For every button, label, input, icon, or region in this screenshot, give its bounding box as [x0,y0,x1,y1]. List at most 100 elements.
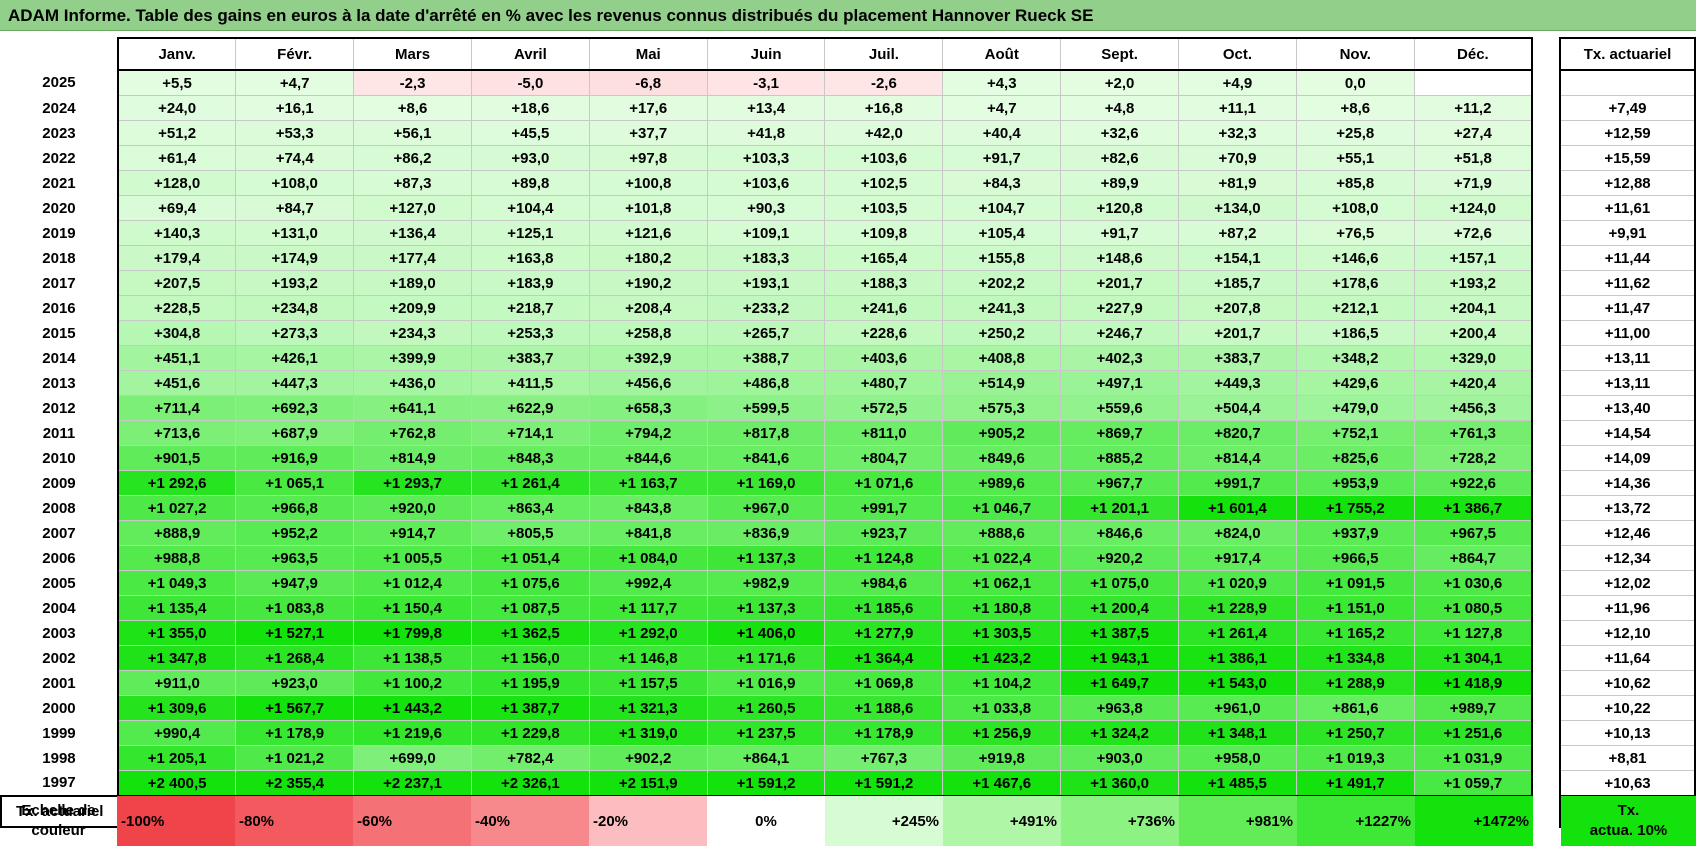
gain-cell: +1 324,2 [1060,720,1180,746]
gain-cell: +27,4 [1413,120,1534,146]
gain-cell: -5,0 [470,69,590,96]
year-label: 2003 [1,620,118,646]
gain-cell: +861,6 [1295,695,1415,721]
gain-cell [1413,69,1534,96]
legend-swatch: +981% [1179,796,1297,846]
gain-cell: +966,8 [235,495,355,521]
gain-cell: +864,1 [706,745,826,771]
table-row: 2012 +711,4 +692,3 +641,1 +622,9 +658,3 +599,5… [1,395,1696,421]
gain-cell: +504,4 [1178,395,1297,421]
year-label: 2025 [1,70,118,96]
gain-cell: +820,7 [1178,420,1297,446]
row-tx-actuariel: +12,59 [1558,120,1696,146]
gain-cell: -6,8 [588,69,708,96]
gain-cell: +1 319,0 [588,720,708,746]
table-row: 2007 +888,9 +952,2 +914,7 +805,5 +841,8 +836,9… [1,520,1696,546]
gain-cell: +4,7 [235,69,355,96]
gain-cell: +1 178,9 [824,720,944,746]
gain-cell: +814,4 [1178,445,1297,471]
legend-tx-swatch: Tx. actua. 10% [1561,796,1696,846]
column-gap [1532,695,1560,721]
gain-cell: +13,4 [706,95,826,121]
gain-cell: +193,2 [1413,270,1534,296]
year-label: 2010 [1,445,118,471]
gain-cell: +1 091,5 [1295,570,1415,596]
gain-cell: +402,3 [1060,345,1180,371]
column-gap [1532,95,1560,121]
gain-cell: +1 019,3 [1295,745,1415,771]
legend-swatch: +736% [1061,796,1179,846]
gain-cell: +958,0 [1178,745,1297,771]
gain-cell: +447,3 [235,370,355,396]
gain-cell: +429,6 [1295,370,1415,396]
gain-cell: +805,5 [470,520,590,546]
row-tx-actuariel: +11,47 [1558,295,1696,321]
gain-cell: +177,4 [353,245,472,271]
legend-tx-line1: Tx. [1617,802,1640,819]
gain-cell: +146,6 [1295,245,1415,271]
gain-cell: +84,3 [942,170,1062,196]
gain-cell: +25,8 [1295,120,1415,146]
gain-cell: +1 268,4 [235,645,355,671]
table-row: 2016 +228,5 +234,8 +209,9 +218,7 +208,4 +233,2… [1,295,1696,321]
report-title: ADAM Informe. Table des gains en euros à… [8,6,1094,25]
gain-cell: +988,8 [116,545,237,571]
gain-cell: +911,0 [116,670,237,696]
gain-cell: +902,2 [588,745,708,771]
year-label: 1998 [1,745,118,771]
gain-cell: +253,3 [470,320,590,346]
gain-cell: +207,5 [116,270,237,296]
gain-cell: +824,0 [1178,520,1297,546]
legend-label: Echelle de couleur [0,796,117,846]
gain-cell: +134,0 [1178,195,1297,221]
gain-cell: +101,8 [588,195,708,221]
row-tx-actuariel: +12,46 [1558,520,1696,546]
gain-cell: +1 178,9 [235,720,355,746]
gain-cell: +1 020,9 [1178,570,1297,596]
column-gap [1532,595,1560,621]
gain-cell: +103,6 [824,145,944,171]
gain-cell: +53,3 [235,120,355,146]
gain-cell: +93,0 [470,145,590,171]
gain-cell: +1 075,0 [1060,570,1180,596]
gain-cell: +967,7 [1060,470,1180,496]
gain-cell: +692,3 [235,395,355,421]
gain-cell: +1 601,4 [1178,495,1297,521]
gain-cell: +1 075,6 [470,570,590,596]
tx-actuariel-header: Tx. actuariel [1558,37,1696,71]
row-tx-actuariel: +11,00 [1558,320,1696,346]
gain-cell: +1 185,6 [824,595,944,621]
year-label: 2002 [1,645,118,671]
month-header: Janv. [116,37,237,71]
gain-cell: +843,8 [588,495,708,521]
table-row: 2015 +304,8 +273,3 +234,3 +253,3 +258,8 +265,7… [1,320,1696,346]
gain-cell: +178,6 [1295,270,1415,296]
gain-cell: +1 163,7 [588,470,708,496]
gain-cell: +190,2 [588,270,708,296]
gain-cell: +4,8 [1060,95,1180,121]
table-row: 2011 +713,6 +687,9 +762,8 +714,1 +794,2 +817,8… [1,420,1696,446]
gain-cell: +1 423,2 [942,645,1062,671]
gain-cell: +914,7 [353,520,472,546]
gain-cell: +208,4 [588,295,708,321]
gain-cell: +399,9 [353,345,472,371]
year-label: 2000 [1,695,118,721]
gain-cell: +70,9 [1178,145,1297,171]
gain-cell: +265,7 [706,320,826,346]
gain-cell: +200,4 [1413,320,1534,346]
gain-cell: +1 491,7 [1295,770,1415,797]
gain-cell: +811,0 [824,420,944,446]
gain-cell: +1 156,0 [470,645,590,671]
gain-cell: +180,2 [588,245,708,271]
gain-cell: +1 293,7 [353,470,472,496]
gain-cell: +825,6 [1295,445,1415,471]
gain-cell: +411,5 [470,370,590,396]
gain-cell: +189,0 [353,270,472,296]
year-label: 2022 [1,145,118,171]
table-row: 2021 +128,0 +108,0 +87,3 +89,8 +100,8 +103,6 +1… [1,170,1696,196]
year-label: 1997 [1,770,118,796]
gain-cell: +104,7 [942,195,1062,221]
gain-cell: +1 309,6 [116,695,237,721]
gain-cell: +514,9 [942,370,1062,396]
year-label: 1999 [1,720,118,746]
